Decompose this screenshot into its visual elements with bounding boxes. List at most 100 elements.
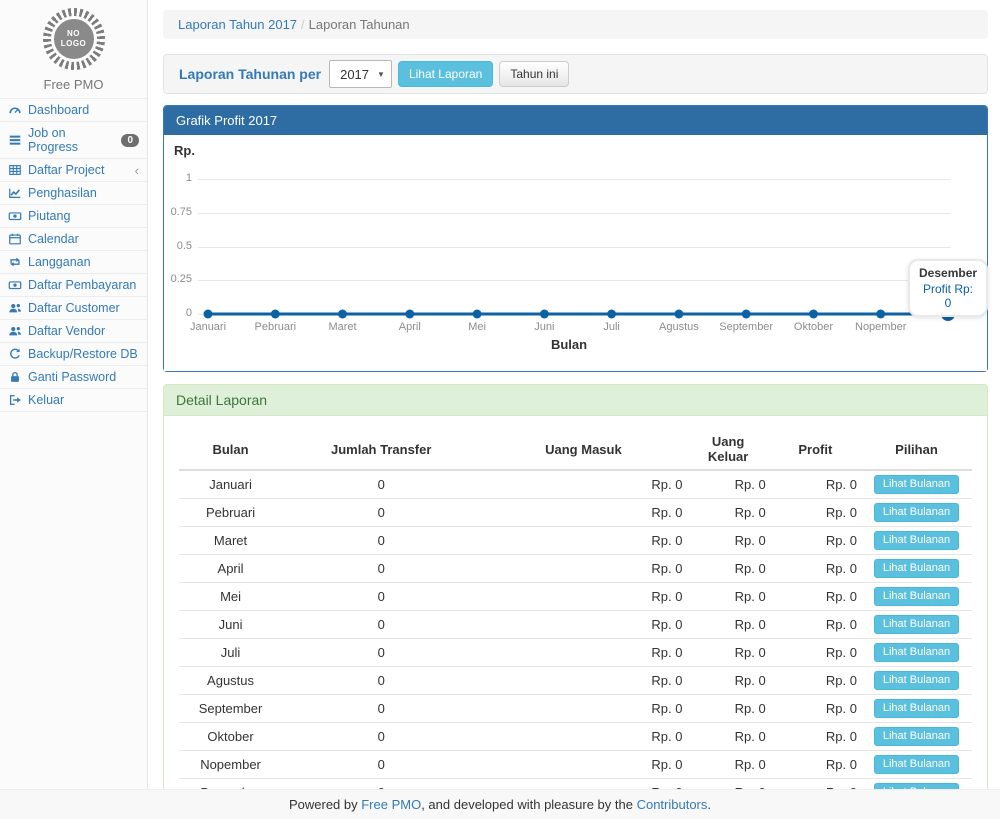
logo-text-line1: NO xyxy=(67,29,80,38)
cell-transfer: 0 xyxy=(282,666,481,695)
sidebar-item-daftar-pembayaran[interactable]: Daftar Pembayaran xyxy=(0,274,147,297)
filter-label: Laporan Tahunan per xyxy=(179,66,322,82)
cell-month: Agustus xyxy=(179,666,283,695)
cell-masuk: Rp. 0 xyxy=(480,694,687,723)
cell-keluar: Rp. 0 xyxy=(686,554,770,583)
profit-chart-panel: Grafik Profit 2017 Rp. 0 0.25 0.5 0.75 1 Jan… xyxy=(163,105,989,372)
lihat-bulanan-button[interactable]: Lihat Bulanan xyxy=(873,531,960,550)
cell-keluar: Rp. 0 xyxy=(686,778,770,789)
cell-transfer: 0 xyxy=(282,722,481,751)
sidebar-item-daftar-vendor[interactable]: Daftar Vendor xyxy=(0,320,147,343)
cell-profit: Rp. 0 xyxy=(769,498,861,527)
footer-link-free-pmo[interactable]: Free PMO xyxy=(361,797,422,812)
cell-profit: Rp. 0 xyxy=(769,470,861,499)
cell-month: Juni xyxy=(179,610,283,639)
cell-month: Nopember xyxy=(179,750,283,779)
cell-transfer: 0 xyxy=(282,498,481,527)
lihat-bulanan-button[interactable]: Lihat Bulanan xyxy=(873,755,960,774)
x-tick-label: Pebruari xyxy=(254,321,297,333)
sidebar-nav: Dashboard Job on Progress 0 Daftar Project ‹… xyxy=(0,98,147,412)
profit-line-chart[interactable]: Rp. 0 0.25 0.5 0.75 1 Januari Pebruari Maret Ap… xyxy=(164,135,989,371)
year-select-value: 2017 xyxy=(340,66,370,82)
lihat-laporan-button[interactable]: Lihat Laporan xyxy=(397,61,494,87)
cell-transfer: 0 xyxy=(282,694,481,723)
sidebar-item-penghasilan[interactable]: Penghasilan xyxy=(0,182,147,205)
breadcrumb-link-laporan-tahun[interactable]: Laporan Tahun 2017 xyxy=(178,17,298,32)
col-header-uang-keluar: Uang Keluar xyxy=(686,429,770,471)
cell-profit: Rp. 0 xyxy=(769,610,861,639)
cell-keluar: Rp. 0 xyxy=(686,750,770,779)
sidebar-item-keluar[interactable]: Keluar xyxy=(0,389,147,412)
cell-masuk: Rp. 0 xyxy=(480,666,687,695)
cell-keluar: Rp. 0 xyxy=(686,498,770,527)
y-tick-label: 1 xyxy=(185,172,192,184)
sidebar-item-label: Ganti Password xyxy=(28,370,117,384)
table-row: Juli 0 Rp. 0 Rp. 0 Rp. 0 Lihat Bulanan xyxy=(179,638,972,667)
cell-keluar: Rp. 0 xyxy=(686,582,770,611)
col-header-bulan: Bulan xyxy=(179,429,283,471)
cell-month: Juli xyxy=(179,638,283,667)
logo-text-line2: LOGO xyxy=(60,39,87,48)
breadcrumb-separator: / xyxy=(301,17,305,32)
lihat-bulanan-button[interactable]: Lihat Bulanan xyxy=(873,475,960,494)
lihat-bulanan-button[interactable]: Lihat Bulanan xyxy=(873,727,960,746)
sidebar-item-langganan[interactable]: Langganan xyxy=(0,251,147,274)
lihat-bulanan-button[interactable]: Lihat Bulanan xyxy=(873,615,960,634)
breadcrumb-current: Laporan Tahunan xyxy=(308,17,410,32)
sidebar-item-dashboard[interactable]: Dashboard xyxy=(0,99,147,122)
sidebar-item-calendar[interactable]: Calendar xyxy=(0,228,147,251)
lihat-bulanan-button[interactable]: Lihat Bulanan xyxy=(873,587,960,606)
cell-keluar: Rp. 0 xyxy=(686,470,770,499)
sidebar-item-backup-restore-db[interactable]: Backup/Restore DB xyxy=(0,343,147,366)
lihat-bulanan-button[interactable]: Lihat Bulanan xyxy=(873,699,960,718)
no-logo-badge: NO LOGO xyxy=(42,8,105,70)
lihat-bulanan-button[interactable]: Lihat Bulanan xyxy=(873,643,960,662)
cell-month: Mei xyxy=(179,582,283,611)
cell-transfer: 0 xyxy=(282,526,481,555)
tooltip-month: Desember xyxy=(919,266,978,280)
cell-transfer: 0 xyxy=(282,610,481,639)
profit-series-line[interactable] xyxy=(164,135,974,371)
year-select[interactable]: 2017 ▼ xyxy=(329,60,392,88)
sidebar-item-job-on-progress[interactable]: Job on Progress 0 xyxy=(0,122,147,159)
breadcrumb: Laporan Tahun 2017/Laporan Tahunan xyxy=(163,10,988,39)
cell-month: Oktober xyxy=(179,722,283,751)
lihat-bulanan-button[interactable]: Lihat Bulanan xyxy=(873,783,960,789)
detail-panel-title: Detail Laporan xyxy=(164,385,987,416)
sidebar-item-ganti-password[interactable]: Ganti Password xyxy=(0,366,147,389)
footer-link-contributors[interactable]: Contributors xyxy=(636,797,708,812)
cell-month: Desember xyxy=(179,778,283,789)
x-tick-label: Nopember xyxy=(855,321,907,333)
cell-masuk: Rp. 0 xyxy=(480,638,687,667)
lihat-bulanan-button[interactable]: Lihat Bulanan xyxy=(873,559,960,578)
cell-masuk: Rp. 0 xyxy=(480,582,687,611)
cell-masuk: Rp. 0 xyxy=(480,750,687,779)
sidebar-item-piutang[interactable]: Piutang xyxy=(0,205,147,228)
lihat-bulanan-button[interactable]: Lihat Bulanan xyxy=(873,671,960,690)
cell-keluar: Rp. 0 xyxy=(686,610,770,639)
lock-icon xyxy=(8,370,22,384)
sidebar-item-label: Backup/Restore DB xyxy=(28,347,138,361)
retweet-icon xyxy=(8,255,22,269)
lihat-bulanan-button[interactable]: Lihat Bulanan xyxy=(873,503,960,522)
y-tick-label: 0.25 xyxy=(170,273,192,286)
sidebar-item-daftar-project[interactable]: Daftar Project ‹ xyxy=(0,159,147,182)
sidebar-item-label: Job on Progress xyxy=(28,126,79,154)
sidebar-item-daftar-customer[interactable]: Daftar Customer xyxy=(0,297,147,320)
table-row: April 0 Rp. 0 Rp. 0 Rp. 0 Lihat Bulanan xyxy=(179,554,972,583)
sign-out-icon xyxy=(8,393,22,407)
chart-y-axis-label: Rp. xyxy=(174,143,195,158)
cell-keluar: Rp. 0 xyxy=(686,722,770,751)
x-tick-label: Maret xyxy=(328,321,357,333)
cell-profit: Rp. 0 xyxy=(769,526,861,555)
cell-profit: Rp. 0 xyxy=(769,750,861,779)
cell-profit: Rp. 0 xyxy=(769,666,861,695)
tahun-ini-button[interactable]: Tahun ini xyxy=(499,61,570,87)
cell-profit: Rp. 0 xyxy=(769,694,861,723)
sidebar: NO LOGO Free PMO Dashboard Job on Progres… xyxy=(0,0,148,789)
chart-tooltip: Desember Profit Rp: 0 xyxy=(908,259,989,317)
x-tick-label: Agustus xyxy=(659,321,699,333)
users-icon xyxy=(8,301,22,315)
x-tick-label: Mei xyxy=(468,321,486,333)
